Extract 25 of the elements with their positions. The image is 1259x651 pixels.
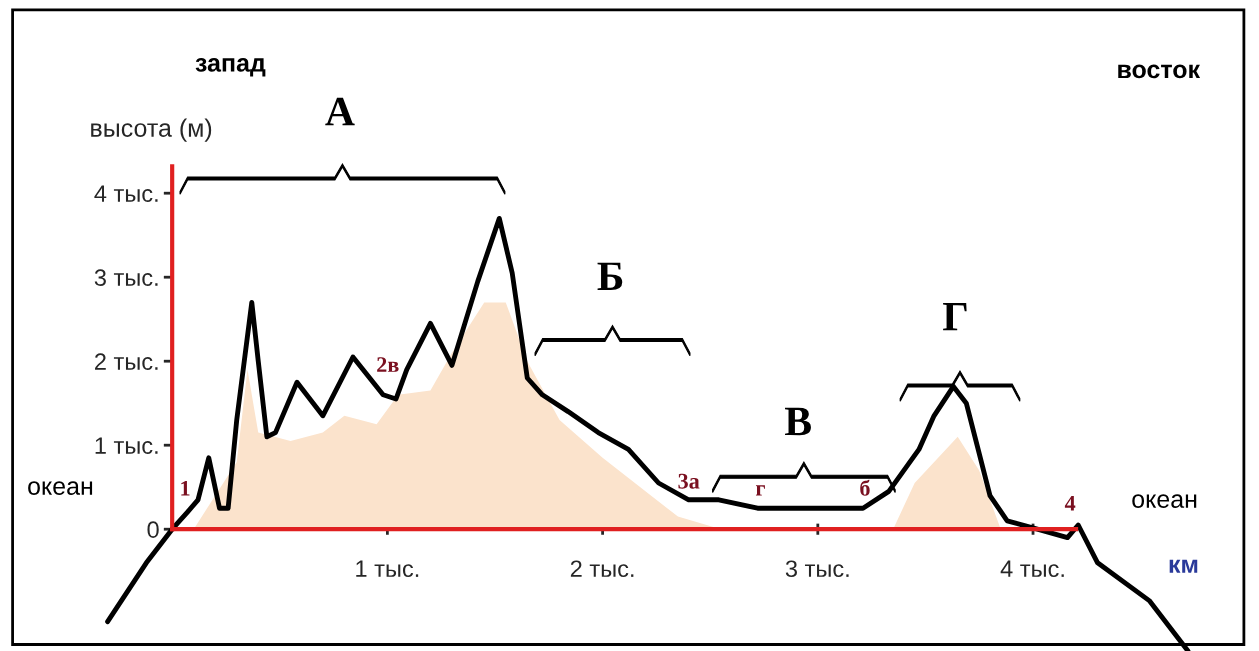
- annotation: 2в: [377, 357, 399, 372]
- annotation: 1: [181, 480, 190, 496]
- annotation: Б: [597, 262, 623, 290]
- annotation: океан: [28, 481, 93, 495]
- annotation: А: [325, 97, 355, 126]
- annotation: Г: [943, 303, 967, 331]
- annotation: В: [785, 407, 811, 436]
- annotation: б: [860, 479, 870, 496]
- y-tick-label: 2 тыс.: [95, 353, 158, 370]
- x-tick-label: 1 тыс.: [356, 560, 419, 578]
- x-tick-label: 3 тыс.: [785, 560, 849, 578]
- x-tick-label: 4 тыс.: [1000, 560, 1064, 578]
- annotation: км: [1169, 559, 1198, 573]
- annotation: запад: [195, 58, 266, 77]
- y-tick-label: 0: [147, 521, 159, 538]
- annotation: 3а: [678, 473, 700, 489]
- annotation: г: [755, 485, 765, 496]
- y-axis-title: высота (м): [91, 118, 212, 142]
- y-tick-label: 3 тыс.: [94, 269, 158, 286]
- annotation: восток: [1118, 64, 1201, 79]
- annotation: океан: [1132, 494, 1197, 508]
- y-tick-label: 1 тыс.: [95, 437, 158, 454]
- annotation: 4: [1064, 495, 1076, 511]
- y-tick-label: 4 тыс.: [94, 185, 158, 202]
- x-tick-label: 2 тыс.: [570, 560, 634, 578]
